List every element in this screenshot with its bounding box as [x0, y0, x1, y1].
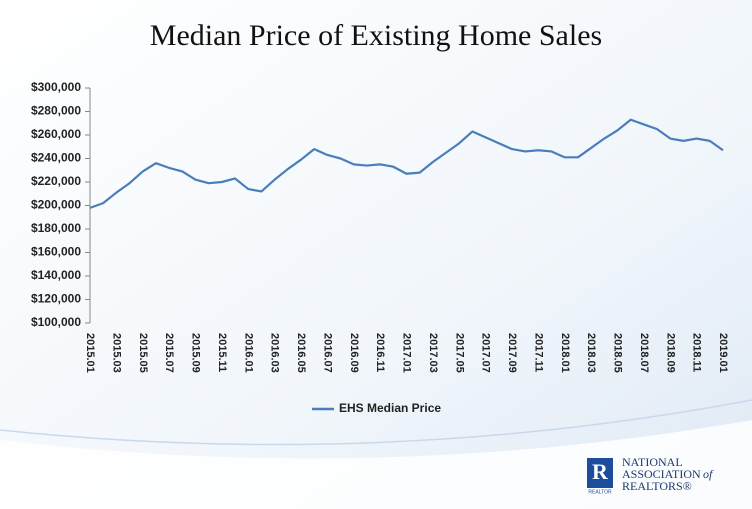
x-tick-label: 2015.01 — [84, 333, 96, 373]
x-tick-label: 2017.01 — [401, 333, 413, 373]
swoosh — [0, 399, 752, 446]
y-tick-label: $220,000 — [31, 174, 81, 188]
logo-text: of — [703, 467, 714, 481]
x-tick-label: 2018.07 — [638, 333, 650, 373]
legend-label: EHS Median Price — [339, 401, 441, 415]
x-tick-label: 2018.09 — [664, 333, 676, 373]
chart-title: Median Price of Existing Home Sales — [150, 19, 602, 52]
logo-mark — [587, 458, 613, 488]
x-tick-label: 2015.07 — [163, 333, 175, 373]
y-tick-label: $160,000 — [31, 245, 81, 259]
x-tick-label: 2019.01 — [717, 333, 729, 373]
y-tick-label: $260,000 — [31, 127, 81, 141]
x-tick-label: 2018.01 — [559, 333, 571, 373]
x-tick-label: 2016.01 — [242, 333, 254, 373]
x-tick-label: 2018.05 — [612, 333, 624, 373]
y-tick-label: $120,000 — [31, 292, 81, 306]
y-tick-label: $240,000 — [31, 151, 81, 165]
x-tick-label: 2015.05 — [137, 333, 149, 373]
logo-caption: REALTOR — [588, 489, 612, 495]
x-tick-label: 2015.09 — [190, 333, 202, 373]
x-tick-label: 2016.03 — [269, 333, 281, 373]
y-tick-label: $100,000 — [31, 315, 81, 329]
x-tick-label: 2016.05 — [295, 333, 307, 373]
x-tick-label: 2018.03 — [585, 333, 597, 373]
y-tick-label: $280,000 — [31, 104, 81, 118]
logo-text: ASSOCIATION — [622, 467, 701, 481]
x-tick-label: 2017.11 — [532, 333, 544, 372]
logo-text: NATIONAL — [622, 455, 683, 469]
swoosh-fill — [0, 420, 752, 509]
y-tick-label: $180,000 — [31, 221, 81, 235]
logo-text: REALTORS® — [622, 479, 692, 493]
x-tick-label: 2016.11 — [374, 333, 386, 372]
x-tick-label: 2015.03 — [110, 333, 122, 373]
y-tick-label: $140,000 — [31, 268, 81, 282]
x-tick-label: 2017.03 — [427, 333, 439, 373]
x-tick-label: 2016.09 — [348, 333, 360, 373]
logo-letter: R — [592, 459, 609, 484]
x-tick-label: 2017.05 — [453, 333, 465, 373]
y-tick-label: $200,000 — [31, 198, 81, 212]
x-tick-label: 2016.07 — [321, 333, 333, 373]
x-tick-label: 2015.11 — [216, 333, 228, 372]
y-tick-label: $300,000 — [31, 80, 81, 94]
x-tick-label: 2017.09 — [506, 333, 518, 373]
logo: R REALTOR NATIONAL ASSOCIATION of REALTO… — [587, 455, 714, 495]
series-line — [89, 118, 724, 209]
x-tick-label: 2017.07 — [480, 333, 492, 373]
x-tick-label: 2018.11 — [691, 333, 703, 372]
